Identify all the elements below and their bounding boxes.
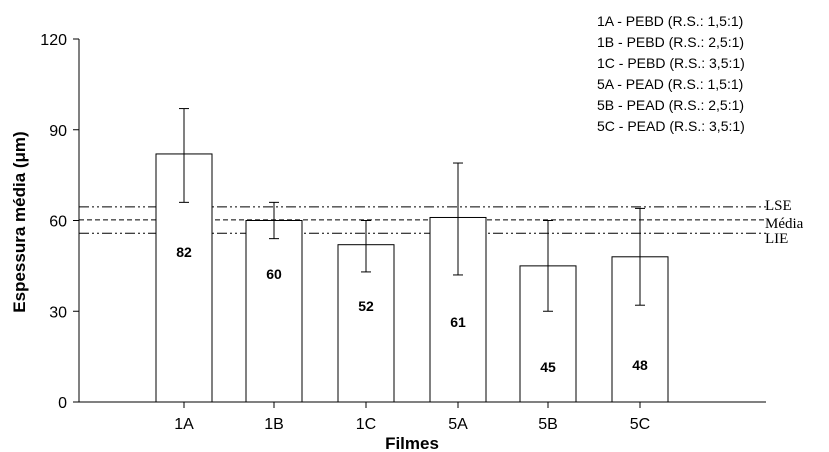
axes: 0 30 60 90 120 1A 1B 1C 5A 5B 5C — [40, 32, 766, 433]
y-tick-label: 90 — [49, 123, 67, 140]
y-tick-label: 30 — [49, 304, 67, 321]
data-label-1A: 82 — [176, 244, 192, 260]
x-tick-label: 5C — [630, 416, 650, 433]
y-tick-label: 60 — [49, 214, 67, 231]
x-axis-title: Filmes — [385, 434, 439, 452]
x-tick-label: 1A — [174, 416, 194, 433]
data-label-1C: 52 — [358, 298, 374, 314]
data-label-5C: 48 — [632, 357, 648, 373]
reference-line-label: Média — [765, 216, 804, 232]
legend-entry: 5A - PEAD (R.S.: 1,5:1) — [597, 76, 743, 92]
legend: 1A - PEBD (R.S.: 1,5:1) 1B - PEBD (R.S.: … — [597, 13, 745, 134]
y-axis-title: Espessura média (μm) — [10, 131, 29, 312]
error-bars — [179, 108, 645, 312]
bar-1B — [245, 220, 303, 403]
legend-entry: 1A - PEBD (R.S.: 1,5:1) — [597, 13, 743, 29]
data-labels: 82 60 52 61 45 48 — [176, 244, 648, 375]
x-tick-label: 5B — [538, 416, 558, 433]
data-label-5A: 61 — [450, 314, 466, 330]
bars — [155, 153, 669, 403]
reference-line-label: LIE — [765, 231, 788, 247]
legend-entry: 1B - PEBD (R.S.: 2,5:1) — [597, 34, 744, 50]
x-tick-label: 5A — [448, 416, 468, 433]
data-label-5B: 45 — [540, 359, 556, 375]
y-tick-label: 0 — [58, 395, 67, 412]
legend-entry: 5B - PEAD (R.S.: 2,5:1) — [597, 97, 744, 113]
reference-line-label: LSE — [765, 198, 792, 214]
x-tick-label: 1C — [356, 416, 376, 433]
legend-entry: 5C - PEAD (R.S.: 3,5:1) — [597, 118, 745, 134]
data-label-1B: 60 — [266, 266, 282, 282]
legend-entry: 1C - PEBD (R.S.: 3,5:1) — [597, 55, 745, 71]
y-tick-label: 120 — [40, 32, 67, 49]
x-tick-label: 1B — [264, 416, 284, 433]
